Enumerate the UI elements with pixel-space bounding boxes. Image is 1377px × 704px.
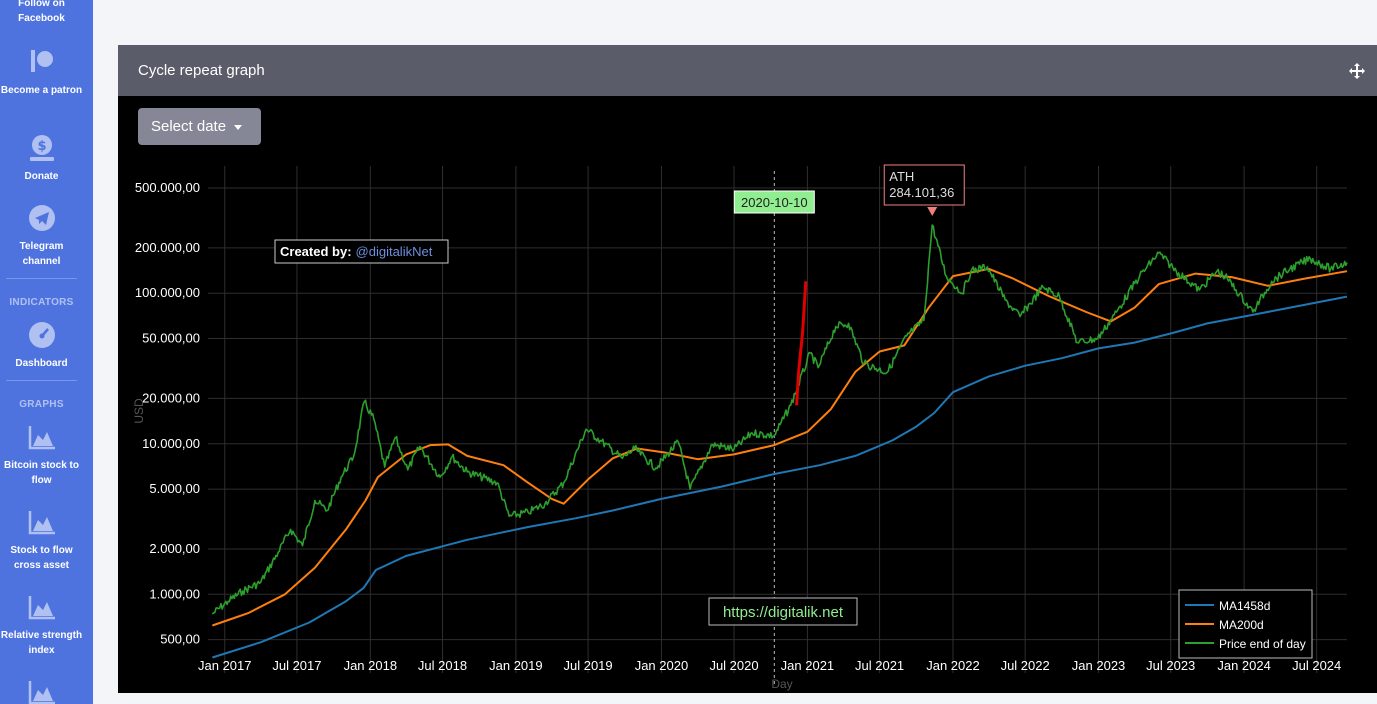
x-tick-label: Jul 2018 [418,658,467,673]
legend: MA1458d MA200d Price end of day [1178,589,1313,659]
y-axis: 500,00 1.000,00 2.000,00 5.000,00 10.000,00 2… [135,180,200,647]
created-by-handle[interactable]: @digitalikNet [356,244,433,259]
sidebar-item-s2f-cross-asset[interactable]: Stock to flow cross asset [0,507,83,573]
x-tick-label: Jul 2017 [272,658,321,673]
series-line-ma1458d [212,295,1348,659]
ath-arrow [927,207,938,216]
y-tick-label: 5.000,00 [149,481,200,496]
ath-box [883,164,965,206]
watermark: https://digitalik.net [708,597,858,626]
svg-text:$: $ [37,139,46,154]
sidebar: Follow on Facebook Become a patron $ Don… [0,0,93,704]
ath-value: 284.101,36 [889,185,954,200]
y-tick-label: 200.000,00 [135,240,200,255]
sidebar-item-label: Follow on Facebook [18,0,65,24]
move-icon[interactable] [1349,63,1365,79]
sidebar-divider [6,380,77,381]
x-tick-label: Jan 2024 [1217,658,1271,673]
sidebar-item-label: Telegram channel [19,241,64,267]
area-chart-icon [28,681,55,704]
x-tick-label: Jul 2024 [1292,658,1341,673]
sidebar-item-stock-to-flow[interactable]: Bitcoin stock to flow [0,422,83,488]
sidebar-item-donate[interactable]: $ Donate [0,133,83,184]
donate-icon: $ [29,135,54,161]
area-chart-icon [28,511,55,535]
ath-annotation: ATH 284.101,36 [883,164,965,216]
cycle-repeat-panel: Cycle repeat graph Select date 500,00 1.0… [118,45,1377,693]
date-marker-box [733,190,815,214]
cycle-chart[interactable]: 500,00 1.000,00 2.000,00 5.000,00 10.000,00 2… [118,141,1377,693]
series-line-price-end-of-day [211,224,1348,615]
ath-label: ATH [889,169,914,184]
x-tick-label: Jan 2022 [926,658,980,673]
series-line-ma200d [212,267,1348,627]
x-tick-label: Jul 2021 [855,658,904,673]
y-tick-label: 20.000,00 [142,390,200,405]
sidebar-item-facebook[interactable]: Follow on Facebook [0,0,83,26]
y-axis-title: USD [132,398,146,424]
x-tick-label: Jul 2023 [1146,658,1195,673]
panel-title: Cycle repeat graph [138,62,265,79]
y-tick-label: 500.000,00 [135,180,200,195]
x-tick-label: Jan 2020 [635,658,689,673]
x-tick-label: Jan 2018 [344,658,398,673]
select-date-label: Select date [151,118,227,135]
x-axis: Jan 2017 Jul 2017 Jan 2018 Jul 2018 Jan 2019… [198,658,1341,673]
sidebar-item-label: Become a patron [0,85,83,96]
sidebar-item-label: Bitcoin stock to flow [3,460,79,486]
date-marker: 2020-10-10 [733,171,815,686]
sidebar-heading-indicators: INDICATORS [9,297,74,308]
sidebar-item-patron[interactable]: Become a patron [0,47,83,98]
x-tick-label: Jul 2019 [563,658,612,673]
y-tick-label: 50.000,00 [142,331,200,346]
area-chart-icon [28,596,55,620]
date-marker-label: 2020-10-10 [741,195,808,210]
created-by-label: Created by: [280,244,352,259]
y-tick-label: 100.000,00 [135,285,200,300]
sidebar-item-rsi[interactable]: Relative strength index [0,592,83,658]
x-tick-label: Jul 2020 [709,658,758,673]
sidebar-item-label: Stock to flow cross asset [10,545,73,571]
watermark-url[interactable]: https://digitalik.net [723,604,844,621]
patreon-icon [30,50,53,72]
legend-label-ma1458[interactable]: MA1458d [1219,599,1270,613]
y-tick-label: 1.000,00 [149,586,200,601]
y-tick-label: 2.000,00 [149,541,200,556]
x-tick-label: Jul 2022 [1001,658,1050,673]
x-tick-label: Jan 2021 [781,658,835,673]
chevron-down-icon [234,124,243,130]
dashboard-gauge-icon [28,322,55,348]
sidebar-item-label: Dashboard [15,358,68,369]
x-tick-label: Jan 2023 [1072,658,1126,673]
sidebar-item-more[interactable] [0,677,83,704]
sidebar-item-label: Donate [24,171,59,182]
panel-header: Cycle repeat graph [118,45,1377,96]
sidebar-heading-graphs: GRAPHS [19,399,64,410]
legend-label-ma200[interactable]: MA200d [1219,618,1264,632]
y-tick-label: 500,00 [160,632,200,647]
sidebar-item-telegram[interactable]: Telegram channel [0,203,83,269]
series-layer [211,224,1348,659]
sidebar-item-label: Relative strength index [0,630,83,656]
y-tick-label: 10.000,00 [142,436,200,451]
created-by-box: Created by: @digitalikNet [274,239,449,264]
telegram-icon [28,205,55,231]
projection-line [795,281,808,406]
legend-label-price[interactable]: Price end of day [1219,637,1306,651]
x-tick-label: Jan 2017 [198,658,252,673]
x-tick-label: Jan 2019 [489,658,543,673]
svg-text:Created by:@digitalikNet: Created by: @digitalikNet [280,244,433,259]
sidebar-item-dashboard[interactable]: Dashboard [0,320,83,371]
select-date-button[interactable]: Select date [138,108,261,145]
sidebar-divider [6,278,77,279]
area-chart-icon [28,426,55,450]
x-axis-title: Day [771,677,792,691]
